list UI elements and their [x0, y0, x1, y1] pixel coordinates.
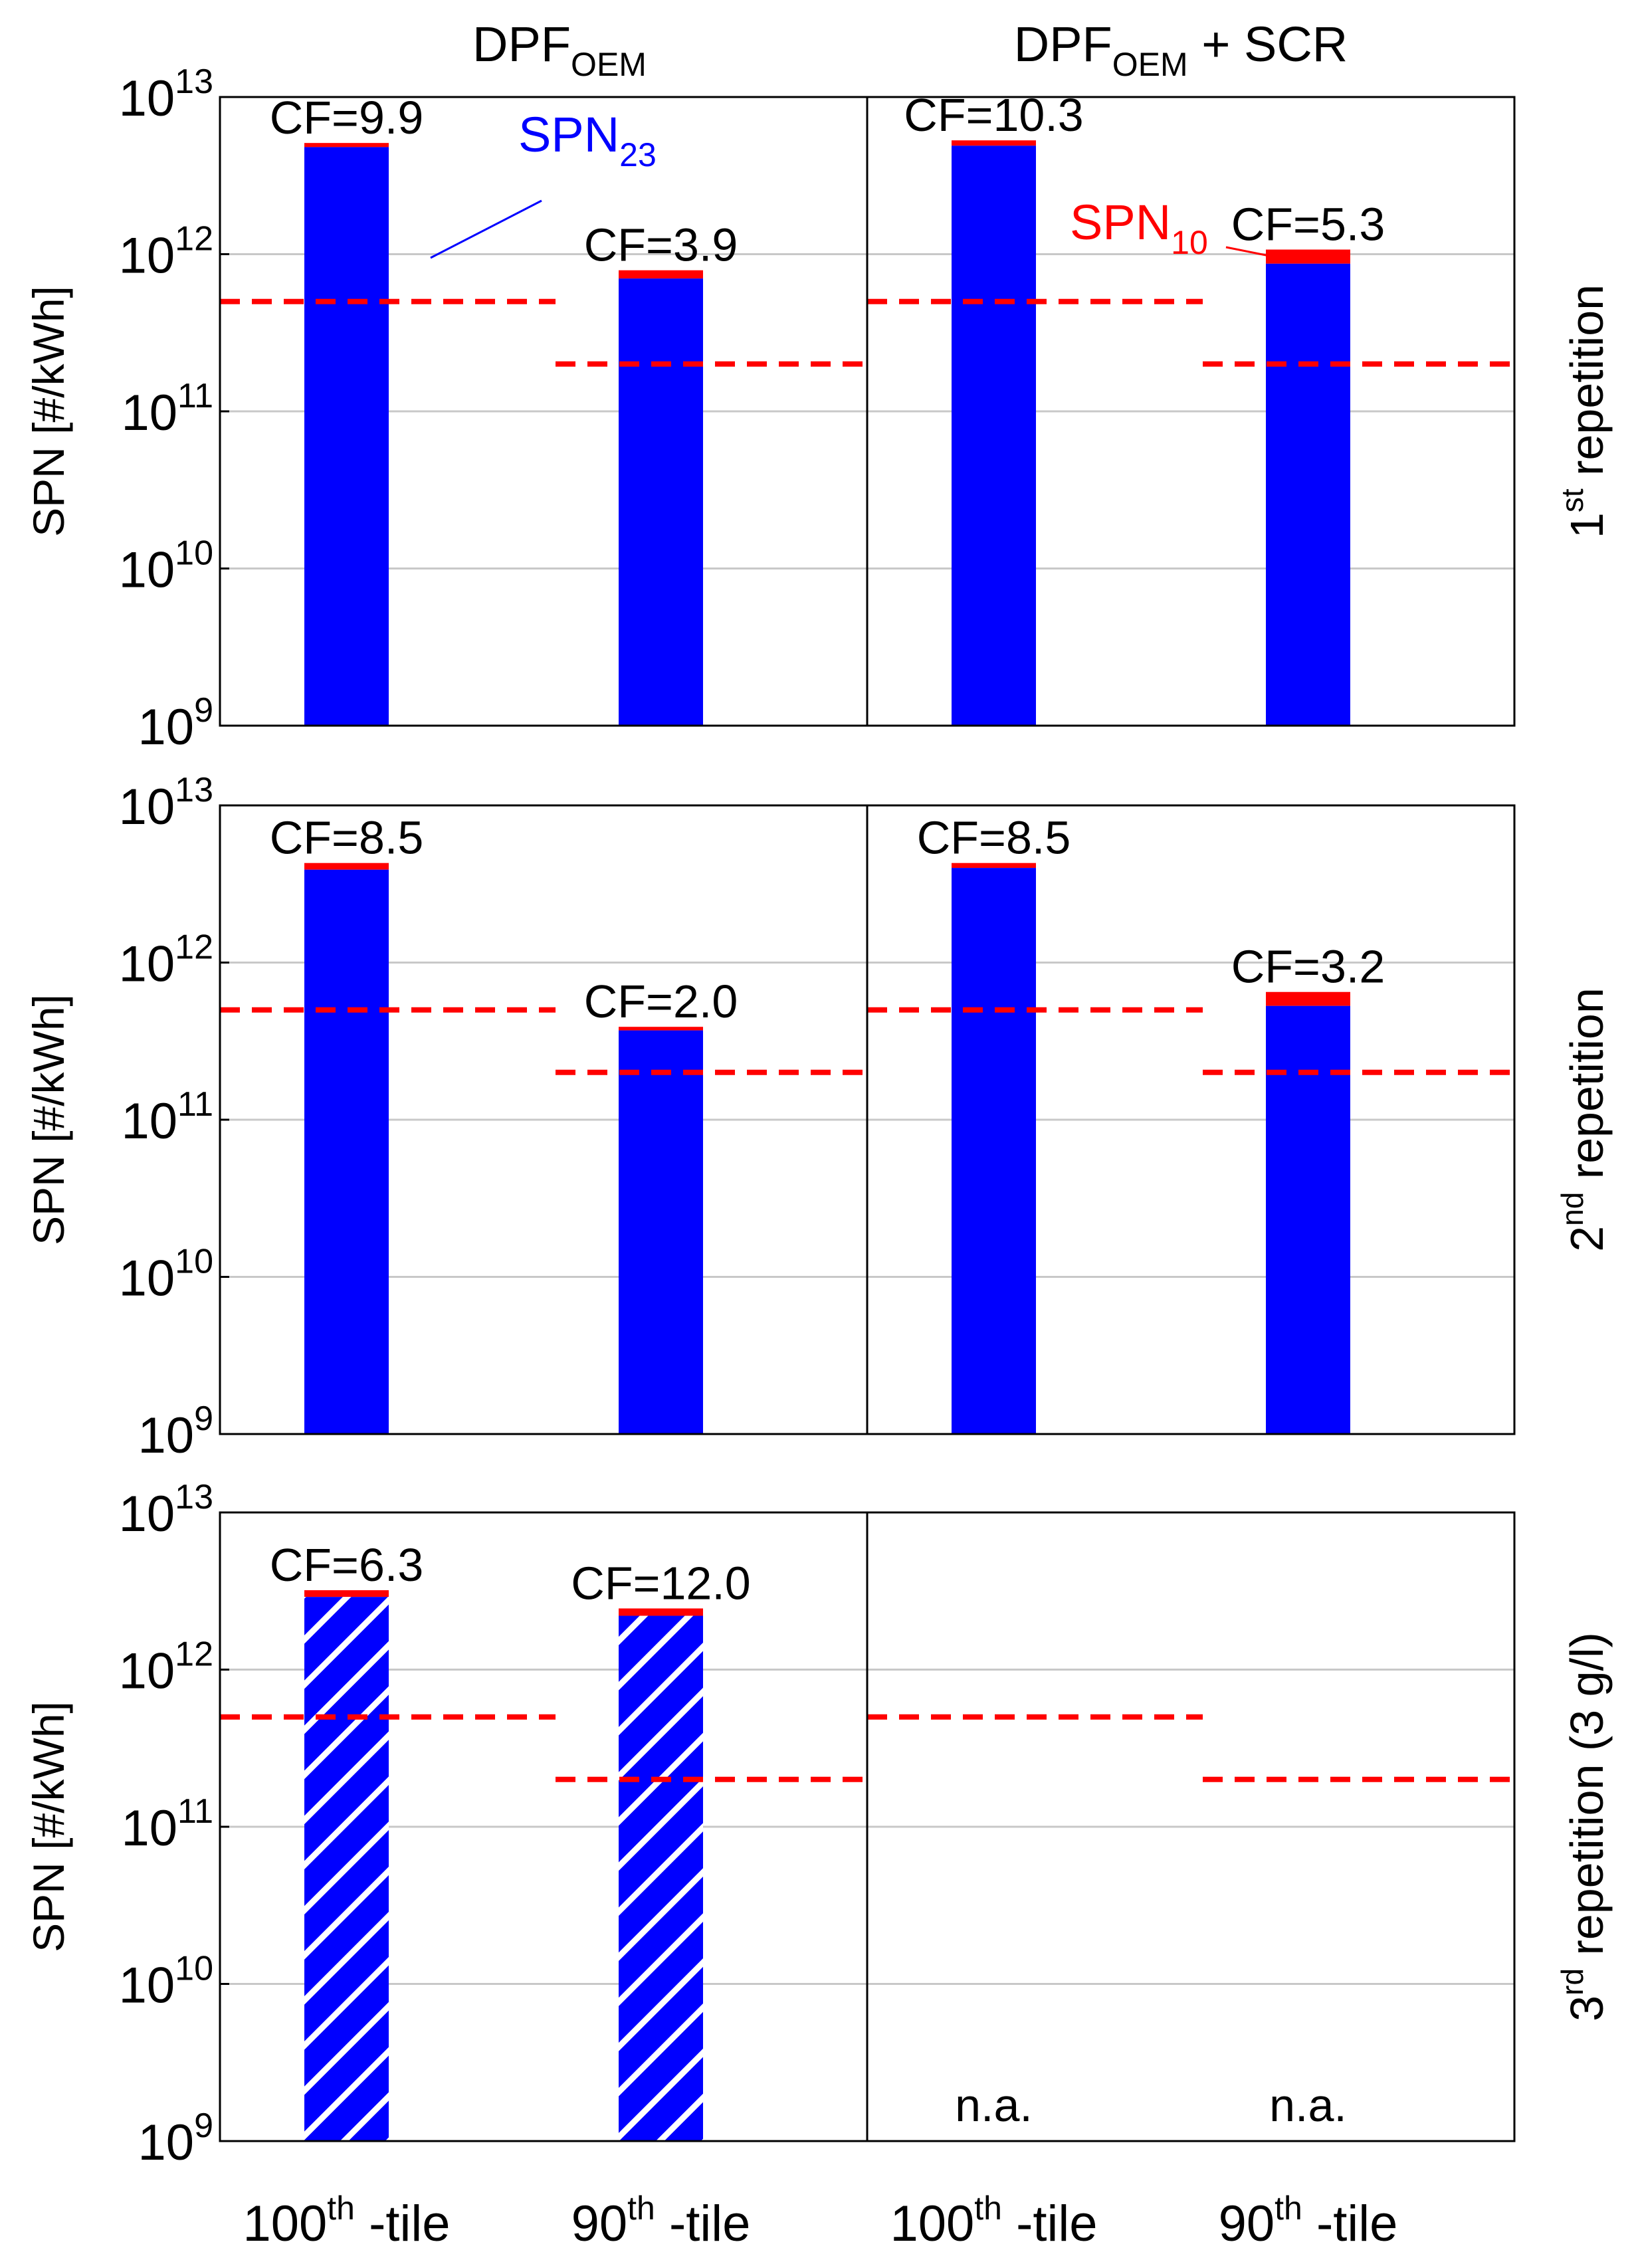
cf-label: CF=8.5	[270, 812, 424, 864]
panel-r3-c2: n.a. n.a.	[866, 1511, 1516, 2142]
spn23-bar	[1266, 1005, 1350, 1434]
spn10-pointer	[1225, 246, 1296, 262]
y-tick-label: 109	[138, 691, 213, 756]
row-label: 2nd repetition	[1555, 987, 1613, 1252]
y-tick-label: 1013	[119, 1478, 213, 1542]
y-tick-label: 1012	[119, 1635, 213, 1700]
y-tick-label: 1010	[119, 534, 213, 599]
spn10-bar	[1266, 991, 1350, 1006]
row-label: 1st repetition	[1555, 284, 1613, 538]
y-tick-label: 1011	[121, 1792, 213, 1857]
panel-r2-c2: CF=8.5 CF=3.2	[866, 804, 1516, 1435]
spn23-pointer	[430, 199, 542, 259]
panel-frame	[866, 1511, 1516, 2142]
y-tick-label: 1011	[121, 1085, 213, 1150]
row-label: 3rd repetition (3 g/l)	[1555, 1632, 1613, 2021]
spn10-bar	[952, 863, 1036, 869]
spn10-bar	[304, 143, 389, 148]
spn23-bar	[304, 869, 389, 1434]
spn10-bar	[619, 270, 703, 279]
cf-label: CF=5.3	[1231, 199, 1385, 251]
spn23-bar	[952, 868, 1036, 1434]
column-title: DPFOEM + SCR	[1014, 17, 1348, 83]
panel-frame	[866, 96, 1516, 727]
spn10-bar	[952, 140, 1036, 146]
y-axis-label: SPN [#/kWh]	[24, 994, 73, 1245]
y-tick-label: 1010	[119, 1950, 213, 2014]
y-tick-label: 1010	[119, 1243, 213, 1307]
na-label: n.a.	[955, 2079, 1033, 2131]
spn23-bar	[619, 1615, 703, 2141]
series-label-spn23: SPN23	[518, 107, 657, 173]
spn23-bar	[619, 278, 703, 726]
cf-label: CF=2.0	[584, 976, 738, 1027]
y-tick-label: 1012	[119, 928, 213, 993]
spn23-bar	[304, 147, 389, 726]
y-tick-label: 1011	[121, 377, 213, 441]
panel-r1-c1: CF=9.9 CF=3.9 109 1010 1011 1012 1013 SPN [#/kW…	[24, 62, 869, 756]
column-title: DPFOEM	[472, 17, 647, 83]
y-axis-label: SPN [#/kWh]	[24, 1701, 73, 1952]
panel-r2-c1: CF=8.5 CF=2.0 109 1010 1011 1012 1013 SPN [#/kW…	[24, 771, 869, 1464]
cf-label: CF=12.0	[571, 1557, 750, 1609]
cf-label: CF=8.5	[917, 812, 1071, 864]
panel-r3-c1: CF=6.3 CF=12.0 109 1010 1011 1012 1013 SPN [#/k…	[24, 1478, 869, 2171]
spn10-bar	[619, 1608, 703, 1616]
x-category-label: 100th -tile	[243, 2190, 450, 2252]
cf-label: CF=6.3	[270, 1539, 424, 1591]
y-tick-label: 1013	[119, 62, 213, 127]
spn10-bar	[619, 1027, 703, 1031]
y-tick-label: 1012	[119, 220, 213, 284]
x-category-label: 90th -tile	[571, 2190, 751, 2252]
y-axis-label: SPN [#/kWh]	[24, 286, 73, 537]
x-category-label: 100th -tile	[890, 2190, 1097, 2252]
panel-frame	[866, 804, 1516, 1435]
series-label-spn10: SPN10	[1070, 195, 1208, 261]
cf-label: CF=9.9	[270, 92, 424, 144]
cf-label: CF=3.2	[1231, 941, 1385, 993]
spn23-bar	[1266, 263, 1350, 726]
spn10-bar	[304, 863, 389, 870]
panel-r1-c2: CF=10.3CF=5.3	[866, 89, 1516, 727]
spn23-bar	[619, 1030, 703, 1434]
spn23-bar	[952, 146, 1036, 726]
spn10-bar	[304, 1590, 389, 1598]
y-tick-label: 109	[138, 2107, 213, 2171]
spn23-bar	[304, 1597, 389, 2141]
y-tick-label: 109	[138, 1399, 213, 1464]
x-category-label: 90th -tile	[1219, 2190, 1398, 2252]
y-tick-label: 1013	[119, 771, 213, 835]
spn10-bar	[1266, 249, 1350, 264]
cf-label: CF=3.9	[584, 219, 738, 271]
na-label: n.a.	[1269, 2079, 1347, 2131]
